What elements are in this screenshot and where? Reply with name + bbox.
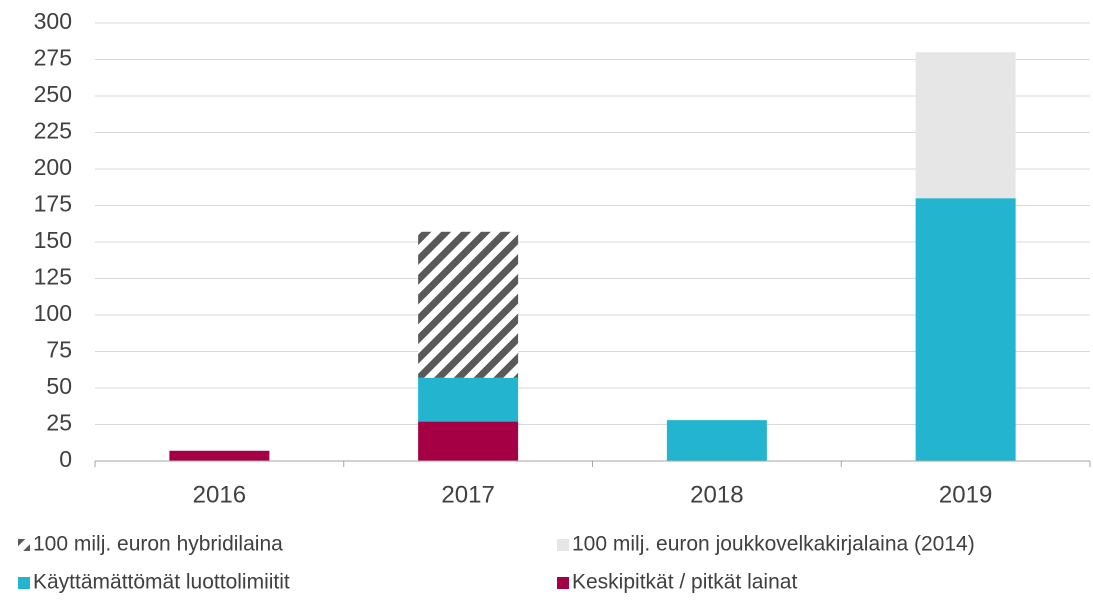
- legend-swatch: [557, 577, 569, 589]
- y-tick-label: 75: [46, 337, 72, 363]
- x-tick-label: 2016: [193, 481, 246, 508]
- y-tick-label: 25: [46, 410, 72, 436]
- y-tick-label: 125: [34, 264, 72, 290]
- bar-segment: [915, 198, 1016, 461]
- y-tick-label: 250: [34, 81, 72, 107]
- legend-swatch: [557, 539, 569, 551]
- y-tick-label: 200: [34, 154, 72, 180]
- bar-segment: [418, 231, 519, 378]
- y-tick-label: 0: [59, 446, 72, 472]
- y-tick-label: 175: [34, 191, 72, 217]
- bar-segment: [418, 377, 519, 422]
- legend-label: Käyttämättömät luottolimiitit: [33, 571, 290, 594]
- x-tick-label: 2018: [690, 481, 743, 508]
- x-tick-label: 2019: [939, 481, 992, 508]
- bar-segment: [418, 421, 519, 461]
- y-tick-label: 225: [34, 118, 72, 144]
- legend-label: Keskipitkät / pitkät lainat: [572, 571, 797, 594]
- bar-segment: [169, 450, 270, 461]
- bar-segment: [915, 52, 1016, 199]
- legend-swatch: [18, 539, 30, 551]
- y-tick-label: 300: [34, 8, 72, 34]
- legend-swatch: [18, 577, 30, 589]
- y-tick-label: 50: [46, 373, 72, 399]
- bar-segment: [666, 420, 767, 461]
- x-tick-label: 2017: [441, 481, 494, 508]
- y-tick-label: 100: [34, 300, 72, 326]
- y-tick-label: 275: [34, 45, 72, 71]
- legend-label: 100 milj. euron joukkovelkakirjalaina (2…: [572, 533, 975, 556]
- y-tick-label: 150: [34, 227, 72, 253]
- legend-label: 100 milj. euron hybridilaina: [33, 533, 283, 556]
